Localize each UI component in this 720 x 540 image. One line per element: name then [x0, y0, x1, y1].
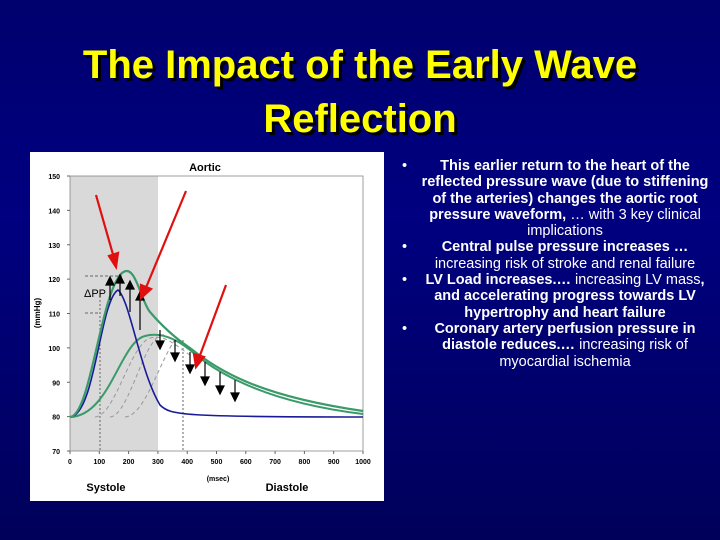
y-tick-label: 90 — [52, 380, 60, 387]
x-tick-label: 700 — [269, 459, 281, 466]
y-axis-label: (mmHg) — [33, 298, 42, 329]
stiff-pressure-curve — [69, 270, 364, 419]
x-tick-label: 800 — [299, 459, 311, 466]
reflected-wave — [109, 334, 166, 418]
y-tick-label: 150 — [48, 174, 60, 181]
y-tick-label: 70 — [52, 449, 60, 456]
x-tick-label: 300 — [152, 459, 164, 466]
y-tick-label: 80 — [52, 415, 60, 422]
figure-label: Aortic — [189, 162, 221, 174]
y-tick-label: 100 — [48, 346, 60, 353]
pressure-arrows — [105, 273, 240, 403]
bullet-text: Central pulse pressure increases … — [441, 239, 689, 256]
bullet-text: increasing LV mass — [571, 272, 701, 289]
bullet-text: increasing risk of stroke and renal fail… — [434, 255, 696, 272]
bullet-text: Coronary artery perfusion pressure in di… — [434, 320, 696, 354]
bullet-text: LV Load increases.… — [425, 272, 572, 289]
y-tick-label: 140 — [48, 208, 60, 215]
bullet: This earlier return to the heart of the … — [400, 158, 716, 239]
x-tick-label: 600 — [240, 459, 252, 466]
bullet: LV Load increases.… increasing LV mass, … — [400, 272, 716, 321]
x-tick-label: 200 — [123, 459, 135, 466]
y-tick-label: 130 — [48, 243, 60, 250]
bullet-text: , and accelerating progress towards LV h… — [434, 272, 705, 321]
x-axis-label: (msec) — [207, 476, 230, 483]
bullet: Central pulse pressure increases … incre… — [400, 239, 716, 272]
normal-pressure-curve — [69, 333, 364, 418]
bullet-list: This earlier return to the heart of the … — [400, 158, 716, 370]
x-tick-label: 0 — [68, 459, 72, 466]
x-tick-label: 400 — [181, 459, 193, 466]
systole-shade — [70, 176, 158, 451]
y-tick-label: 110 — [49, 312, 60, 319]
bullet: Coronary artery perfusion pressure in di… — [400, 321, 716, 370]
pp-label: ΔPP — [84, 288, 106, 300]
x-tick-label: 500 — [211, 459, 223, 466]
x-tick-label: 900 — [328, 459, 340, 466]
bullet-text: … with 3 key clinical implications — [527, 206, 701, 240]
reflected-wave — [124, 339, 176, 418]
y-tick-label: 120 — [48, 277, 60, 284]
phase-label: Diastole — [266, 482, 309, 494]
phase-label: Systole — [86, 482, 125, 494]
red-arrows — [94, 190, 228, 370]
x-tick-label: 100 — [93, 459, 105, 466]
slide-title: The Impact of the Early Wave Reflection — [82, 43, 638, 141]
forward-wave — [69, 289, 364, 418]
bullet-text: This earlier return to the heart of the … — [421, 158, 709, 223]
x-tick-label: 1000 — [355, 459, 371, 466]
bullet-text: increasing risk of myocardial ischemia — [499, 337, 688, 370]
